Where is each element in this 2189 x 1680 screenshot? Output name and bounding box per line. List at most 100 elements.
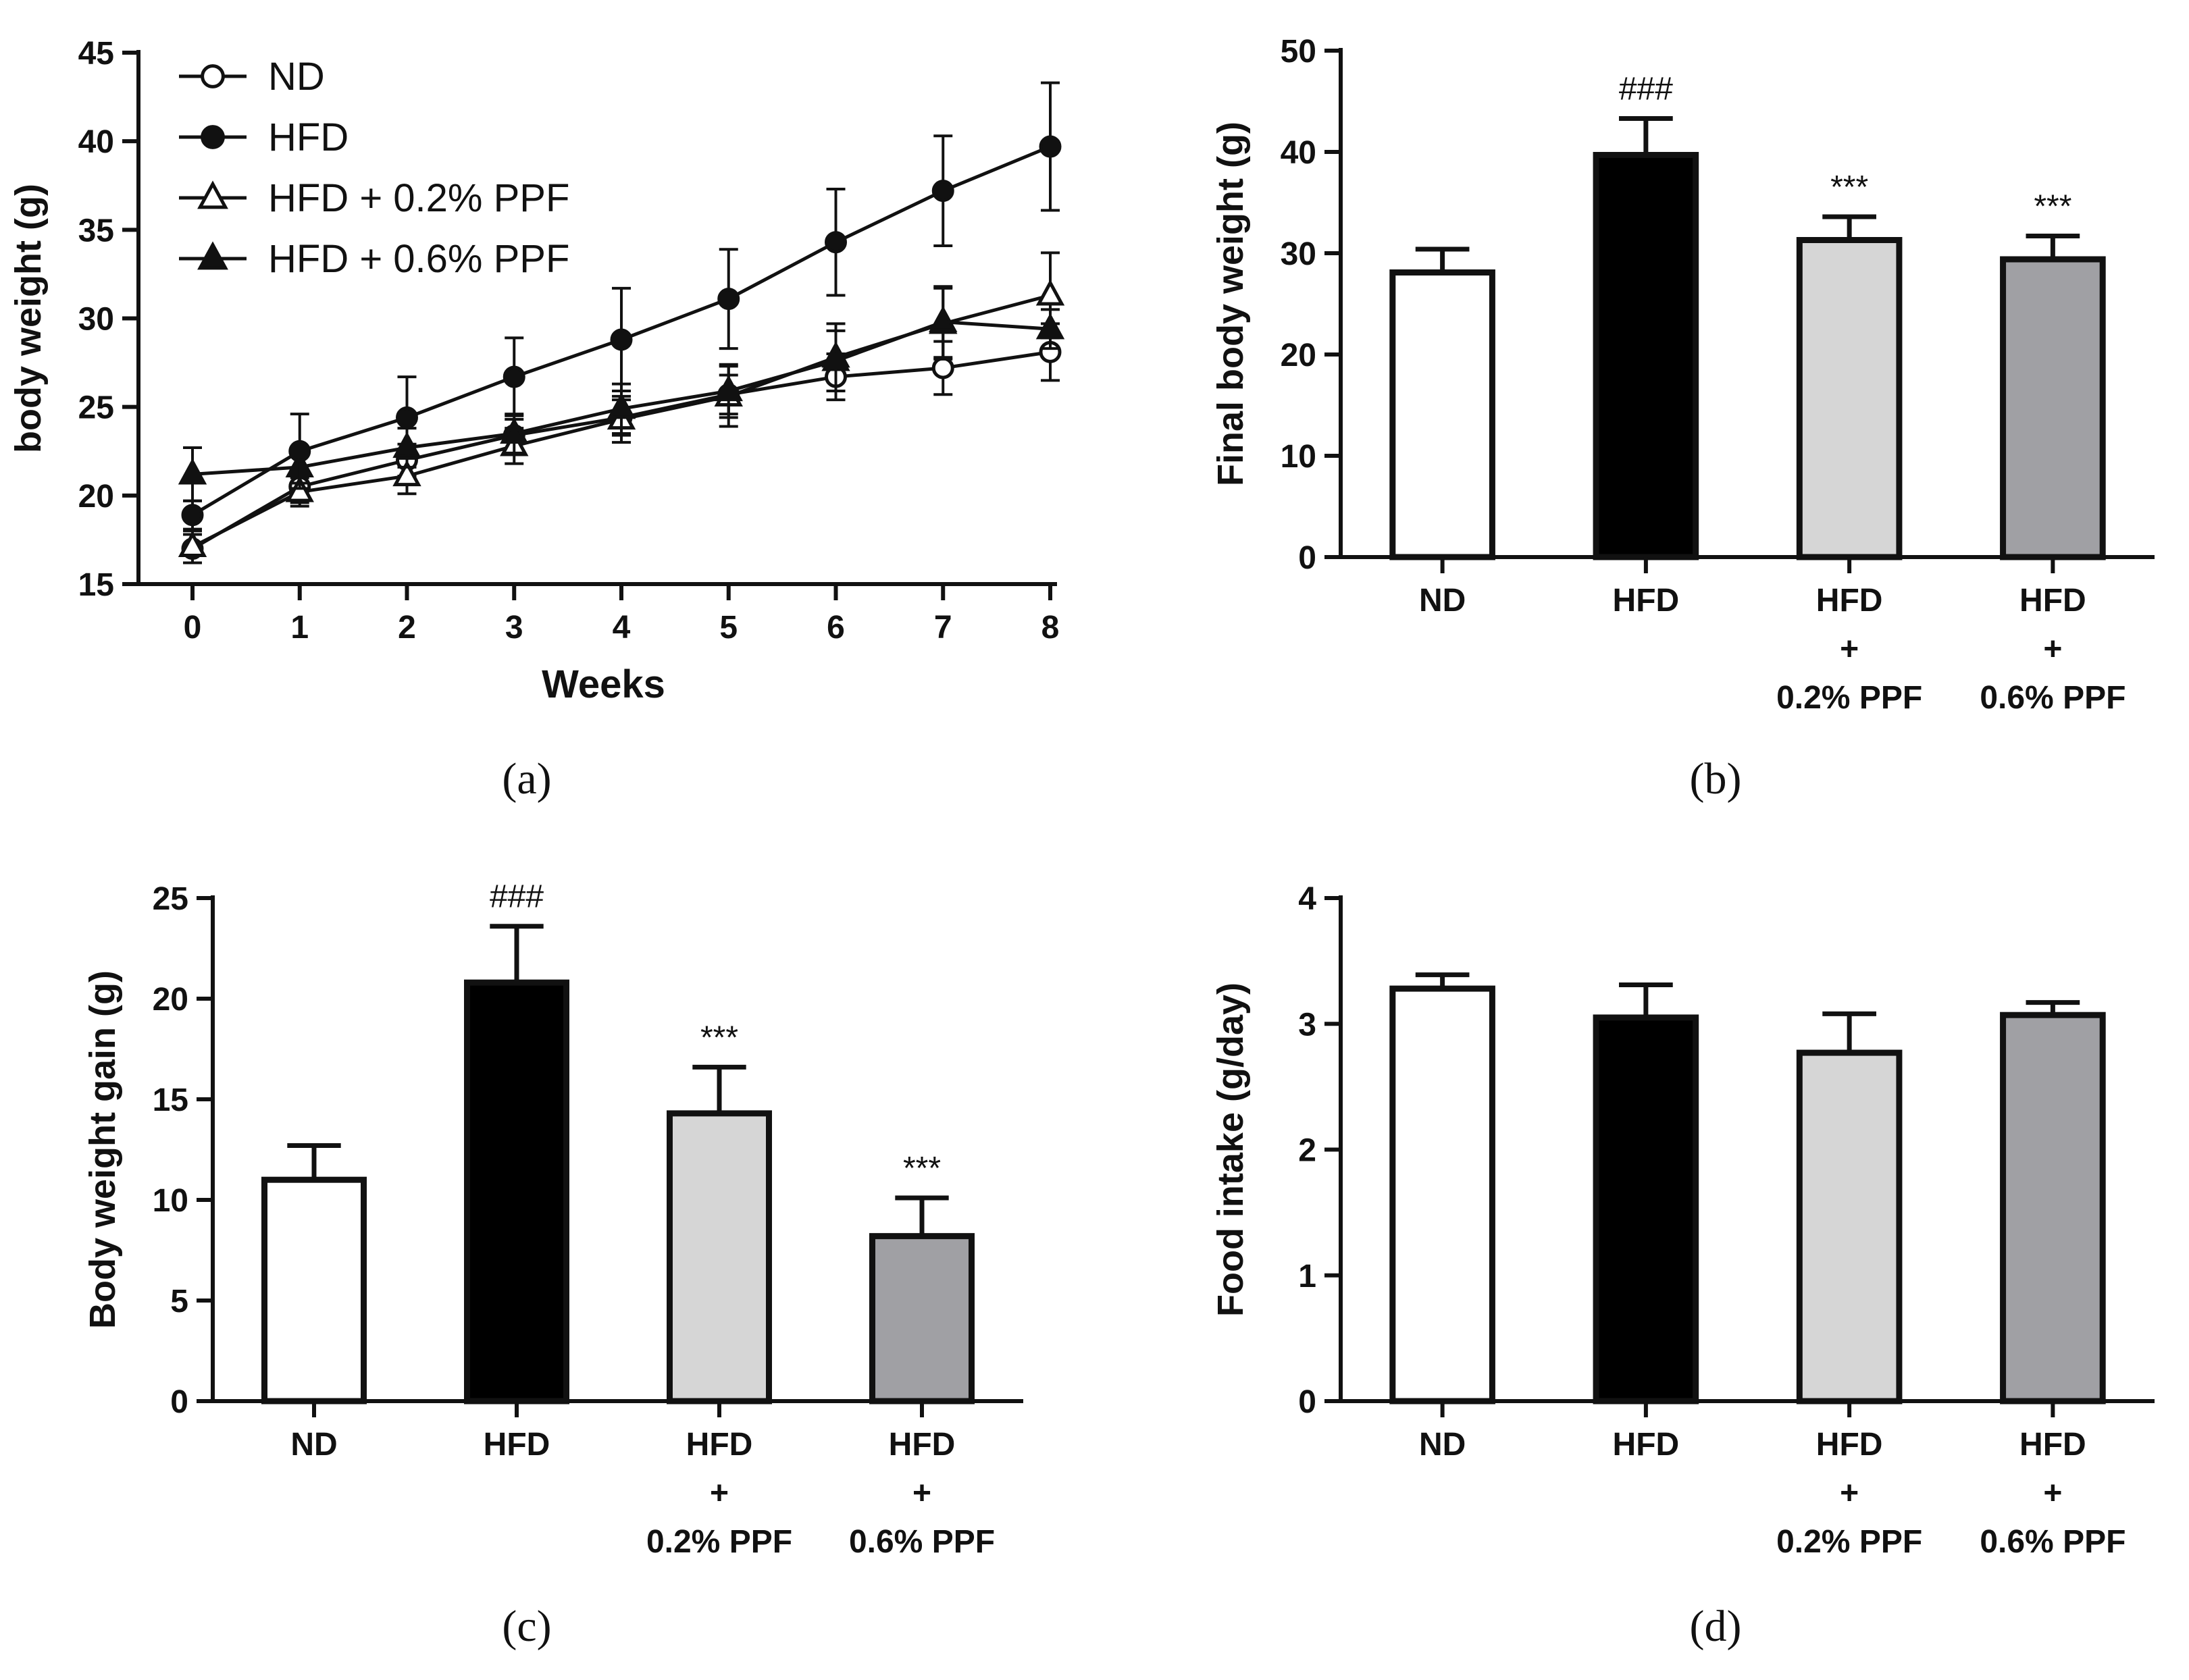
- x-tick-label: +: [1840, 1475, 1859, 1511]
- x-tick-label: HFD: [2019, 583, 2086, 619]
- panel-b-bar-chart: 0 10 20 30 40 50 Final body weight (g) ND HFD ###…: [1210, 34, 2155, 804]
- y-tick-label: 25: [78, 390, 114, 426]
- significance-label: ***: [903, 1151, 941, 1186]
- bar: [1389, 985, 1495, 1405]
- x-tick-label: 7: [934, 610, 952, 646]
- x-tick-label: 2: [398, 610, 416, 646]
- x-tick-label: 0.6% PPF: [1980, 680, 2126, 716]
- bar: [2000, 256, 2106, 560]
- legend-item: ND: [179, 55, 325, 99]
- data-point: [929, 305, 958, 332]
- data-point: [197, 241, 228, 270]
- bar: [1389, 269, 1495, 560]
- y-tick-label: 3: [1298, 1007, 1316, 1043]
- y-tick-label: 10: [1281, 439, 1316, 475]
- data-point: [821, 344, 850, 371]
- bar: [1593, 152, 1699, 560]
- y-tick-label: 2: [1298, 1133, 1316, 1169]
- x-tick-label: 0.6% PPF: [1980, 1524, 2126, 1560]
- x-tick-label: HFD: [686, 1427, 753, 1463]
- y-tick-label: 45: [78, 36, 114, 72]
- data-point: [178, 531, 207, 558]
- bar: [2000, 1012, 2106, 1405]
- panel-label: (a): [502, 754, 551, 804]
- legend: ND HFD HFD + 0.2% PPF HFD + 0.6% PPF: [179, 55, 569, 281]
- data-point: [201, 125, 225, 149]
- x-tick-label: 5: [719, 610, 738, 646]
- y-tick-label: 40: [78, 124, 114, 160]
- legend-item: HFD + 0.2% PPF: [179, 176, 569, 220]
- data-point: [500, 417, 529, 444]
- y-tick-label: 20: [1281, 338, 1316, 373]
- significance-label: ###: [1619, 72, 1673, 107]
- y-tick-label: 0: [1298, 1384, 1316, 1420]
- x-tick-label: 0.2% PPF: [1776, 680, 1922, 716]
- significance-label: ***: [2034, 189, 2071, 225]
- data-point: [825, 231, 847, 254]
- x-tick-label: +: [912, 1475, 931, 1511]
- y-tick-label: 5: [170, 1284, 188, 1319]
- y-tick-label: 30: [1281, 236, 1316, 272]
- series-hfd: [181, 81, 1062, 531]
- y-tick-label: 50: [1281, 34, 1316, 70]
- x-tick-label: 4: [613, 610, 631, 646]
- legend-item: HFD + 0.6% PPF: [179, 237, 569, 281]
- y-tick-label: 15: [78, 567, 114, 603]
- x-tick-label: HFD: [484, 1427, 550, 1463]
- data-point: [197, 180, 228, 209]
- y-tick-label: 40: [1281, 135, 1316, 171]
- x-tick-label: 0.2% PPF: [646, 1524, 792, 1560]
- y-axis-title: Food intake (g/day): [1210, 982, 1251, 1317]
- y-axis-title: Body weight gain (g): [82, 970, 123, 1329]
- data-point: [1039, 135, 1062, 158]
- x-tick-label: +: [1840, 631, 1859, 667]
- x-tick-label: HFD: [1816, 1427, 1883, 1463]
- x-tick-label: 0.6% PPF: [849, 1524, 995, 1560]
- data-point: [201, 64, 225, 88]
- y-axis-title: body weight (g): [8, 184, 49, 453]
- y-tick-label: 25: [153, 881, 188, 917]
- y-tick-label: 15: [153, 1082, 188, 1118]
- x-tick-label: +: [2043, 1475, 2062, 1511]
- significance-label: ###: [490, 879, 544, 915]
- data-point: [396, 406, 418, 429]
- bar: [1796, 1049, 1903, 1405]
- data-point: [181, 504, 204, 527]
- x-tick-label: ND: [1419, 1427, 1466, 1463]
- y-tick-label: 20: [78, 479, 114, 515]
- panel-label: (c): [502, 1602, 551, 1651]
- significance-label: ***: [1830, 169, 1868, 205]
- data-point: [1035, 279, 1065, 306]
- y-tick-label: 35: [78, 213, 114, 248]
- x-tick-label: 1: [290, 610, 309, 646]
- bar: [1593, 1014, 1699, 1405]
- x-tick-label: 8: [1041, 610, 1060, 646]
- x-tick-label: 0: [184, 610, 202, 646]
- x-tick-label: 6: [827, 610, 845, 646]
- x-tick-label: +: [2043, 631, 2062, 667]
- x-axis-title: Weeks: [542, 662, 665, 706]
- significance-label: ***: [700, 1020, 738, 1055]
- data-point: [1035, 313, 1065, 340]
- x-tick-label: HFD: [889, 1427, 956, 1463]
- data-point: [607, 392, 636, 419]
- y-tick-label: 10: [153, 1183, 188, 1219]
- data-point: [178, 458, 207, 485]
- y-tick-label: 1: [1298, 1259, 1316, 1294]
- y-tick-label: 20: [153, 982, 188, 1018]
- y-tick-label: 0: [170, 1384, 188, 1420]
- panel-d-bar-chart: 0 1 2 3 4 Food intake (g/day) ND HFD HFD +0.2% PP…: [1210, 881, 2155, 1651]
- legend-label: HFD + 0.6% PPF: [268, 237, 569, 281]
- y-tick-label: 30: [78, 302, 114, 338]
- bar: [261, 1176, 367, 1405]
- data-point: [392, 460, 421, 487]
- legend-label: ND: [268, 55, 325, 99]
- bar: [667, 1110, 772, 1405]
- x-tick-label: HFD: [2019, 1427, 2086, 1463]
- x-tick-label: HFD: [1613, 583, 1680, 619]
- x-tick-label: 0.2% PPF: [1776, 1524, 1922, 1560]
- panel-label: (d): [1690, 1602, 1742, 1651]
- data-point: [288, 440, 311, 463]
